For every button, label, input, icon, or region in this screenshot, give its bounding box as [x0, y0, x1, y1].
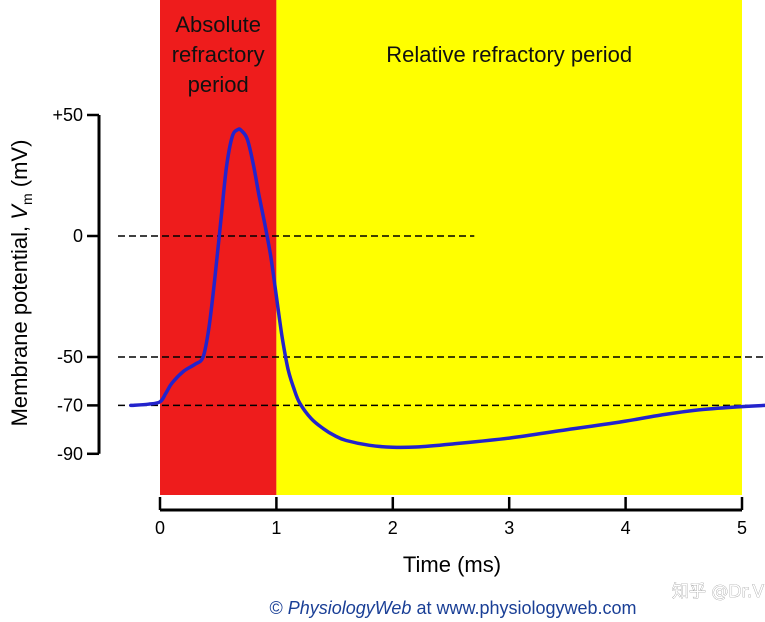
- y-axis-label-main: Membrane potential,: [7, 220, 32, 427]
- region-1-label-line: Relative refractory period: [386, 42, 632, 67]
- x-tick-label: 2: [388, 518, 398, 538]
- x-tick-label: 5: [737, 518, 747, 538]
- region-labels: Absolute refractory period Relative refract…: [172, 12, 632, 97]
- region-0-label-line: period: [188, 72, 249, 97]
- y-axis-label-unit: (mV): [7, 140, 32, 194]
- y-tick-label: -50: [57, 347, 83, 367]
- watermark: 知乎 @Dr.VK: [672, 582, 765, 602]
- credit-rest: at www.physiologyweb.com: [411, 598, 636, 618]
- series-layer: [129, 127, 765, 450]
- x-tick-label: 0: [155, 518, 165, 538]
- x-tick-label: 3: [504, 518, 514, 538]
- credit-brand: PhysiologyWeb: [288, 598, 412, 618]
- y-tick-label: -90: [57, 444, 83, 464]
- y-axis-label-var: V: [7, 203, 32, 220]
- x-tick-label: 1: [271, 518, 281, 538]
- x-axis-label: Time (ms): [403, 552, 501, 577]
- axes: [97, 115, 742, 512]
- refractory-regions: [160, 0, 742, 495]
- y-axis-label-sub: m: [19, 193, 35, 205]
- credit-line: © PhysiologyWeb at www.physiologyweb.com: [269, 598, 636, 618]
- y-tick-label: +50: [52, 105, 83, 125]
- y-tick-label: -70: [57, 395, 83, 415]
- action-potential-line: [129, 127, 765, 450]
- region-0-label-line: refractory: [172, 42, 265, 67]
- y-axis-label: Membrane potential, Vm (mV): [7, 140, 35, 427]
- ticks: +50 0 -50 -70 -90 0 1 2 3 4 5: [52, 105, 747, 538]
- reference-lines: [118, 235, 764, 407]
- credit-copyright: ©: [269, 598, 287, 618]
- x-tick-label: 4: [621, 518, 631, 538]
- region-1: [276, 0, 742, 495]
- region-0-label-line: Absolute: [175, 12, 261, 37]
- y-tick-label: 0: [73, 226, 83, 246]
